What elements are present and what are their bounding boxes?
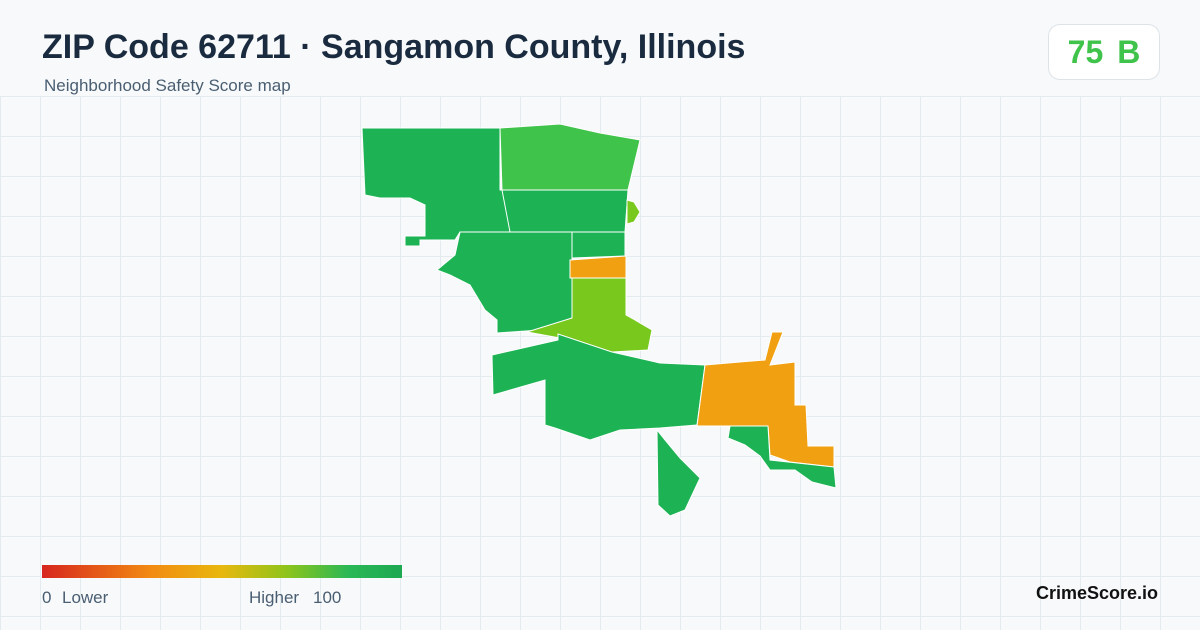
region bbox=[499, 123, 641, 191]
region bbox=[491, 333, 706, 441]
legend-gradient bbox=[42, 565, 402, 578]
region bbox=[436, 231, 573, 334]
grade: B bbox=[1117, 33, 1141, 70]
region bbox=[626, 199, 641, 225]
legend-max-label: Higher bbox=[249, 588, 300, 607]
region bbox=[571, 231, 626, 259]
region bbox=[526, 277, 653, 353]
region bbox=[656, 428, 701, 517]
region bbox=[361, 127, 511, 247]
subtitle: Neighborhood Safety Score map bbox=[44, 76, 291, 95]
legend-max: 100 bbox=[313, 588, 342, 607]
legend-min: 0 bbox=[42, 588, 52, 607]
score: 75 bbox=[1067, 33, 1104, 70]
region bbox=[727, 425, 837, 489]
region bbox=[569, 255, 627, 279]
title: ZIP Code 62711 · Sangamon County, Illino… bbox=[42, 28, 746, 66]
legend-min-label: Lower bbox=[62, 588, 109, 607]
score-badge: 75 B bbox=[1048, 24, 1160, 80]
region bbox=[501, 189, 629, 233]
brand: CrimeScore.io bbox=[1035, 583, 1158, 603]
